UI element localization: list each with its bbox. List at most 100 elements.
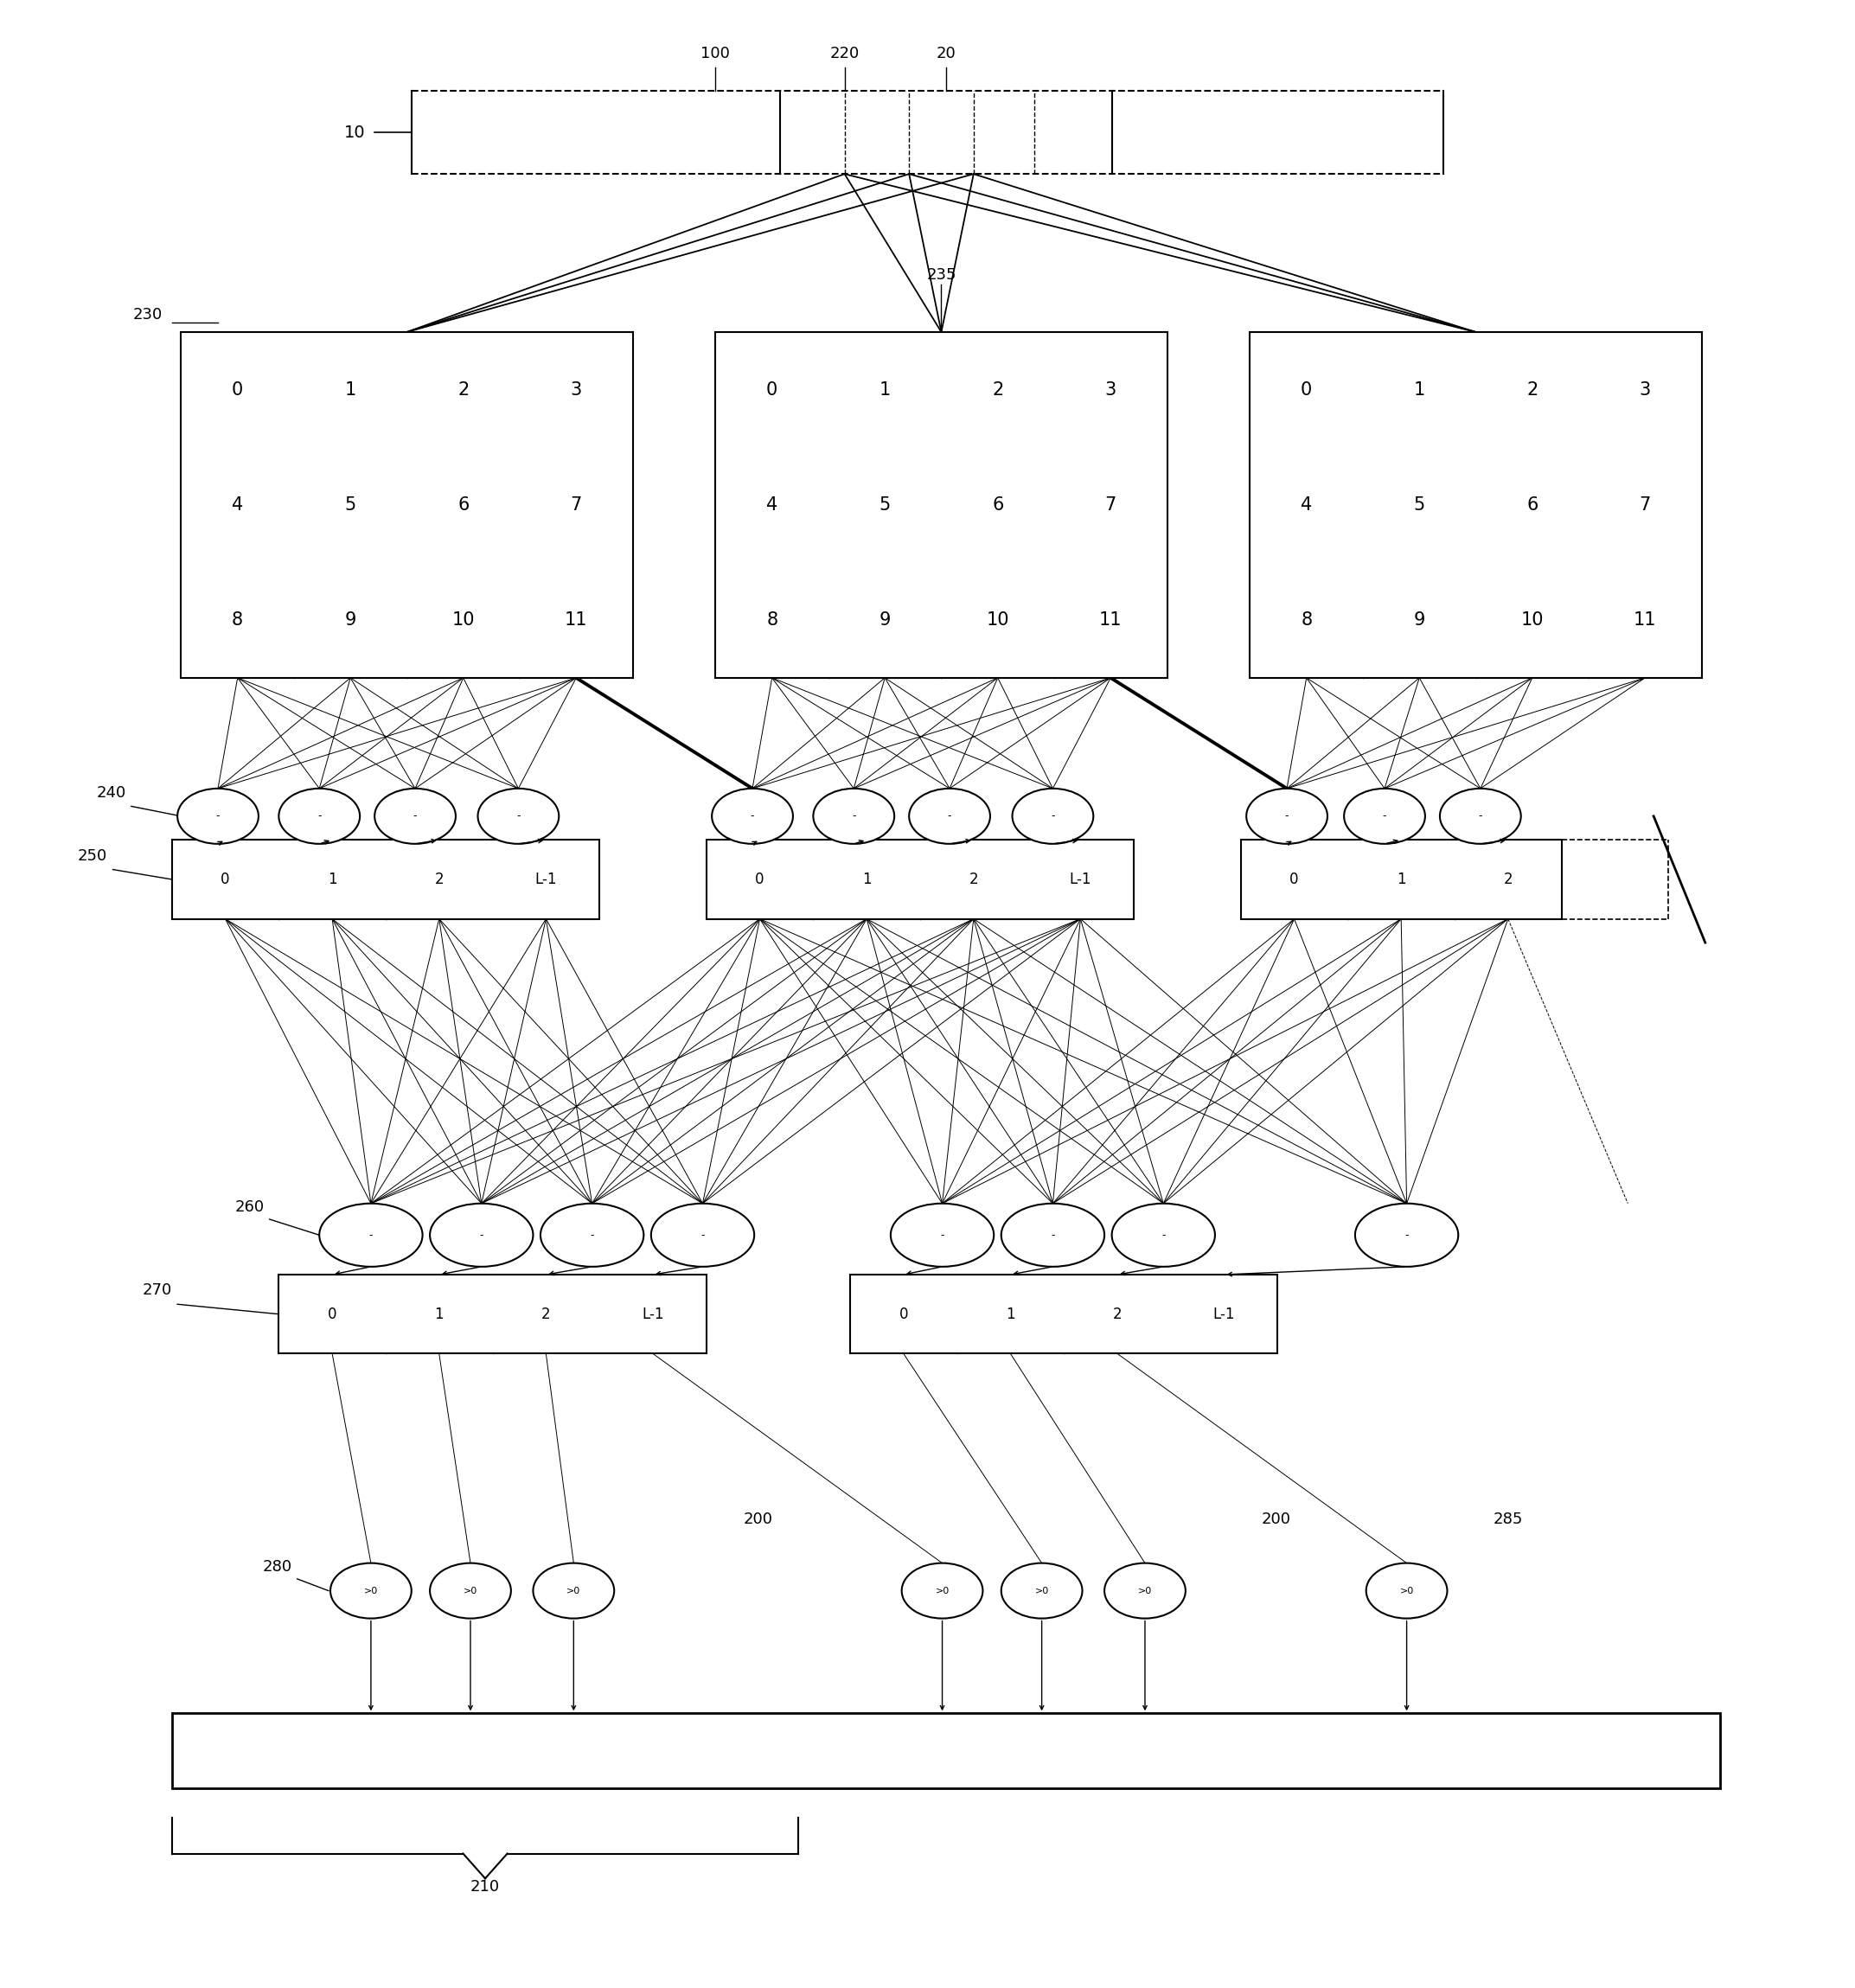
Text: 4: 4 [232, 497, 243, 513]
Text: 0: 0 [328, 1306, 338, 1322]
Ellipse shape [651, 1203, 755, 1266]
Text: 2: 2 [1113, 1306, 1122, 1322]
Text: 0: 0 [232, 382, 243, 398]
Bar [716, 332, 1167, 678]
Text: -: - [751, 811, 755, 821]
Text: 250: 250 [78, 849, 108, 863]
Text: 11: 11 [1634, 612, 1657, 628]
Ellipse shape [1104, 1563, 1185, 1618]
Text: -: - [516, 811, 519, 821]
Ellipse shape [319, 1203, 423, 1266]
Ellipse shape [1013, 789, 1093, 843]
Text: -: - [701, 1229, 705, 1241]
Text: 10: 10 [453, 612, 475, 628]
Ellipse shape [1365, 1563, 1447, 1618]
Text: -: - [1404, 1229, 1408, 1241]
Ellipse shape [278, 789, 360, 843]
Ellipse shape [540, 1203, 644, 1266]
Text: 2: 2 [542, 1306, 551, 1322]
Text: 235: 235 [926, 266, 955, 282]
Text: 1: 1 [434, 1306, 443, 1322]
Text: 9: 9 [879, 612, 890, 628]
Text: 10: 10 [343, 125, 365, 141]
Text: >0: >0 [1137, 1586, 1152, 1594]
Ellipse shape [430, 1563, 510, 1618]
Text: 9: 9 [345, 612, 356, 628]
Bar [278, 1274, 707, 1354]
Text: 0: 0 [1300, 382, 1311, 398]
Text: >0: >0 [566, 1586, 581, 1594]
Text: 1: 1 [1005, 1306, 1015, 1322]
Ellipse shape [712, 789, 792, 843]
Ellipse shape [909, 789, 991, 843]
Text: 20: 20 [937, 46, 955, 62]
Text: 6: 6 [1527, 497, 1538, 513]
Text: 260: 260 [234, 1199, 263, 1215]
Text: -: - [948, 811, 952, 821]
Text: 5: 5 [879, 497, 890, 513]
Text: 0: 0 [1289, 871, 1298, 887]
Bar [182, 332, 633, 678]
Text: 285: 285 [1493, 1513, 1523, 1527]
Text: 9: 9 [1414, 612, 1425, 628]
Ellipse shape [1354, 1203, 1458, 1266]
Text: 1: 1 [879, 382, 890, 398]
Ellipse shape [330, 1563, 412, 1618]
Bar [850, 1274, 1278, 1354]
Text: 2: 2 [1527, 382, 1538, 398]
Text: -: - [1478, 811, 1482, 821]
Text: -: - [1286, 811, 1289, 821]
Text: 0: 0 [900, 1306, 909, 1322]
Text: 5: 5 [1414, 497, 1425, 513]
Text: 7: 7 [571, 497, 582, 513]
Text: -: - [1382, 811, 1386, 821]
Text: 7: 7 [1106, 497, 1117, 513]
Ellipse shape [902, 1563, 983, 1618]
Text: -: - [317, 811, 321, 821]
Text: >0: >0 [364, 1586, 378, 1594]
Ellipse shape [1111, 1203, 1215, 1266]
Bar [1250, 332, 1701, 678]
Text: 2: 2 [434, 871, 443, 887]
Ellipse shape [532, 1563, 614, 1618]
Text: 0: 0 [755, 871, 764, 887]
Ellipse shape [178, 789, 258, 843]
Text: -: - [851, 811, 855, 821]
Text: 6: 6 [458, 497, 469, 513]
Text: 4: 4 [1300, 497, 1311, 513]
Text: 7: 7 [1640, 497, 1651, 513]
Ellipse shape [890, 1203, 994, 1266]
Text: 6: 6 [992, 497, 1004, 513]
Text: 10: 10 [1521, 612, 1543, 628]
Text: -: - [590, 1229, 594, 1241]
Ellipse shape [1002, 1203, 1104, 1266]
Text: -: - [1161, 1229, 1165, 1241]
Ellipse shape [430, 1203, 532, 1266]
Text: 240: 240 [96, 785, 126, 801]
Bar [707, 839, 1133, 918]
Bar [1241, 839, 1562, 918]
Text: -: - [369, 1229, 373, 1241]
Text: 11: 11 [564, 612, 588, 628]
Text: -: - [414, 811, 417, 821]
Text: >0: >0 [935, 1586, 950, 1594]
Text: -: - [940, 1229, 944, 1241]
Text: 0: 0 [221, 871, 230, 887]
Text: 210: 210 [471, 1879, 501, 1895]
Text: 2: 2 [968, 871, 978, 887]
Text: >0: >0 [464, 1586, 477, 1594]
Text: 4: 4 [766, 497, 777, 513]
Text: 3: 3 [1640, 382, 1651, 398]
Text: 11: 11 [1100, 612, 1122, 628]
Text: -: - [215, 811, 221, 821]
Text: 200: 200 [744, 1513, 774, 1527]
Text: -: - [1052, 1229, 1055, 1241]
Text: -: - [480, 1229, 484, 1241]
Text: 5: 5 [345, 497, 356, 513]
Text: 10: 10 [987, 612, 1009, 628]
Text: 230: 230 [134, 306, 163, 322]
Ellipse shape [375, 789, 456, 843]
Text: 3: 3 [571, 382, 582, 398]
Text: -: - [1052, 811, 1055, 821]
Text: L-1: L-1 [1213, 1306, 1235, 1322]
